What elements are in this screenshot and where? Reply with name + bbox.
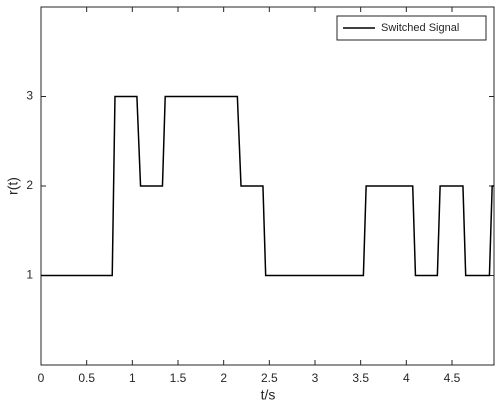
legend-label: Switched Signal <box>381 22 459 34</box>
signal-line <box>41 95 494 277</box>
x-axis-label: t/s <box>261 387 276 403</box>
x-tick-label: 1 <box>129 371 136 385</box>
y-axis-label: r(t) <box>5 177 21 195</box>
x-tick-label: 4 <box>403 371 410 385</box>
x-tick-label: 2.5 <box>261 371 278 385</box>
x-tick-label: 3 <box>312 371 319 385</box>
x-tick-label: 1.5 <box>170 371 187 385</box>
plot-frame <box>40 6 495 366</box>
y-tick-label: 3 <box>26 89 33 103</box>
x-tick-label: 4.5 <box>444 371 461 385</box>
y-tick-label: 2 <box>26 178 33 192</box>
x-tick-label: 2 <box>220 371 227 385</box>
x-tick-label: 0 <box>38 371 45 385</box>
x-tick-label: 3.5 <box>352 371 369 385</box>
x-tick-label: 0.5 <box>78 371 95 385</box>
y-tick-label: 1 <box>26 268 33 282</box>
